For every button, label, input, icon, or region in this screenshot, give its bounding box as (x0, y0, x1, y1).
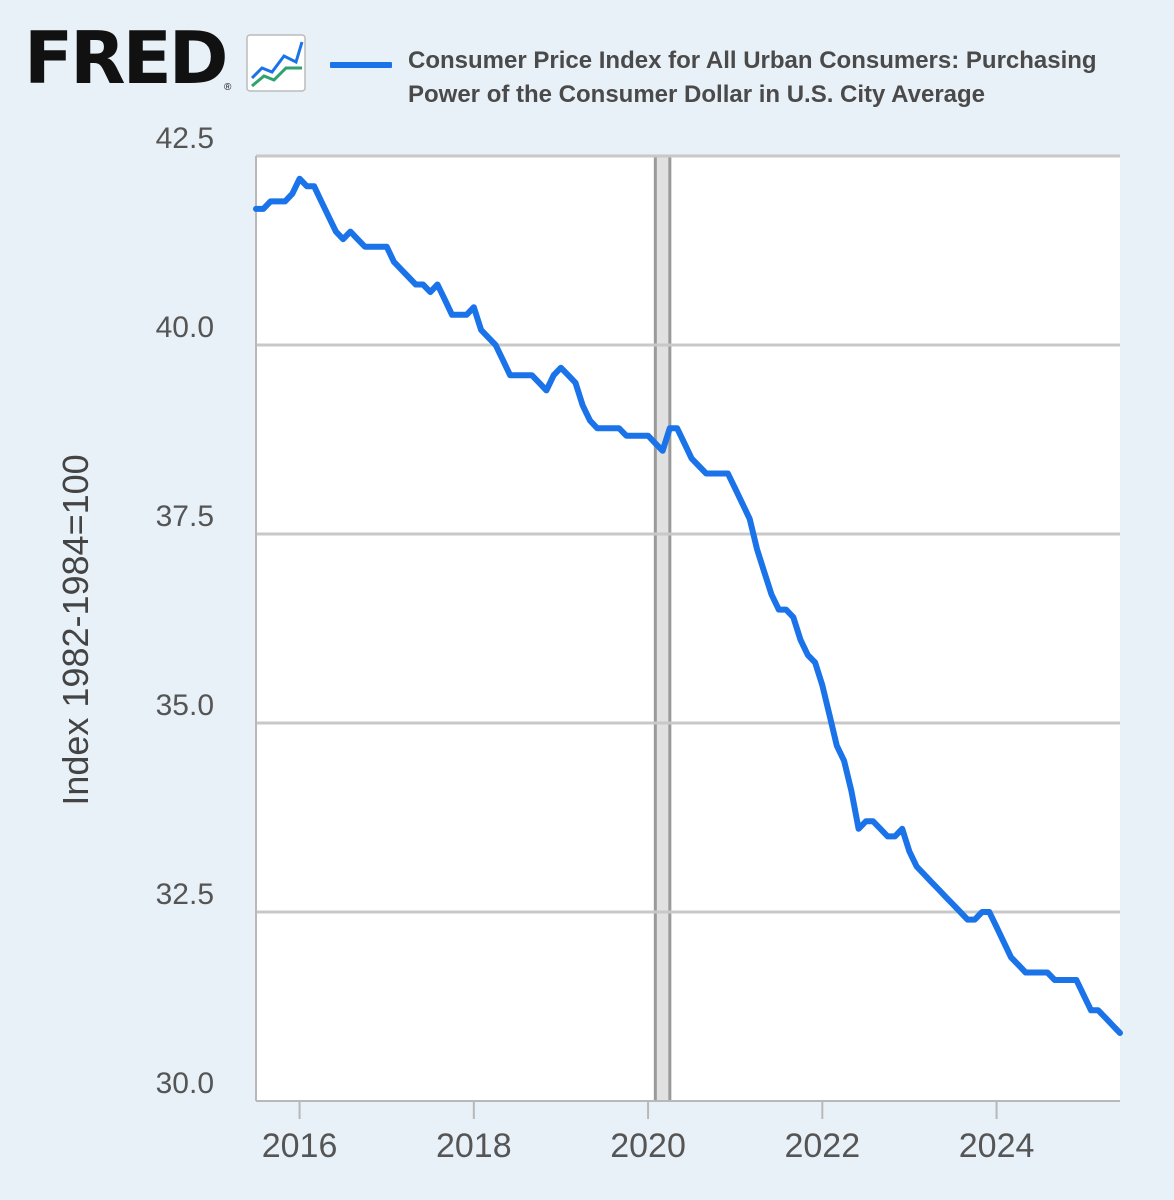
plot-area (253, 154, 1123, 1102)
fred-line-chart-icon (246, 34, 306, 92)
y-tick-label: 32.5 (156, 878, 214, 911)
chart-header: FRED ® Consumer Price Index for All Urba… (0, 0, 1174, 120)
series-line (253, 175, 1123, 1036)
legend-swatch (330, 62, 392, 68)
y-tick-label: 42.5 (156, 122, 214, 155)
fred-logo: FRED (24, 16, 229, 100)
x-tick-label: 2018 (436, 1127, 512, 1165)
y-tick-label: 37.5 (156, 500, 214, 533)
legend-series-name: Consumer Price Index for All Urban Consu… (408, 47, 1097, 108)
fred-logo-registered-mark: ® (224, 82, 232, 93)
y-tick-label: 35.0 (156, 689, 214, 722)
axes: 42.5 40.0 37.5 35.0 32.5 30.0 2016 2018 2020 2022… (156, 122, 1035, 1165)
y-tick-label: 30.0 (156, 1067, 214, 1100)
x-tick-label: 2016 (262, 1127, 338, 1165)
y-axis-title: Index 1982-1984=100 (55, 454, 96, 805)
recession-shade (655, 156, 670, 1101)
x-tick-label: 2024 (959, 1127, 1035, 1165)
y-tick-label: 40.0 (156, 311, 214, 344)
plot-background (256, 156, 1120, 1101)
x-tick-label: 2022 (784, 1127, 860, 1165)
x-tick-label: 2020 (610, 1127, 686, 1165)
